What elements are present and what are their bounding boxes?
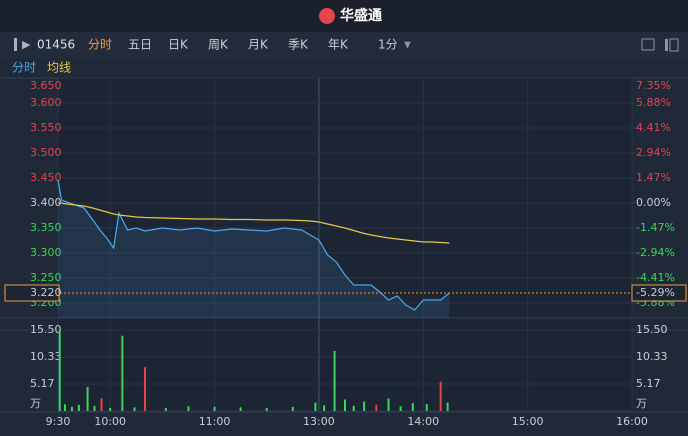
- volume-bar: [63, 404, 66, 411]
- period-tab[interactable]: 季K: [288, 38, 309, 52]
- y2-tick-label: 0.00%: [636, 196, 671, 209]
- x-tick-label: 10:00: [94, 415, 126, 428]
- collapse-icon[interactable]: [14, 38, 17, 51]
- period-tab[interactable]: 日K: [168, 38, 189, 52]
- volume-bar: [375, 404, 378, 411]
- last-change-label: -5.29%: [636, 286, 675, 299]
- volume-bar: [164, 407, 167, 411]
- toolbar: [0, 32, 688, 58]
- plot-bg: [58, 78, 632, 411]
- period-tab[interactable]: 分时: [88, 38, 112, 52]
- volume-tick-label: 万: [30, 397, 41, 410]
- panel-icon[interactable]: [665, 39, 668, 51]
- period-tab[interactable]: 月K: [248, 38, 269, 52]
- volume-bar: [323, 405, 326, 411]
- volume-bar: [100, 398, 103, 411]
- dropdown-arrow[interactable]: ▼: [404, 41, 411, 51]
- volume-bar: [213, 406, 216, 411]
- last-change-box: [631, 284, 687, 302]
- volume-bar: [333, 350, 336, 411]
- y2-tick-label: 2.94%: [636, 146, 671, 159]
- y2-tick-label: 5.88%: [636, 96, 671, 109]
- volume-bar: [411, 403, 414, 411]
- volume-tick-label: 15.50: [30, 323, 62, 336]
- x-tick-label: 9:30: [46, 415, 71, 428]
- volume-bar: [86, 386, 89, 411]
- y-tick-label: 3.300: [30, 246, 62, 259]
- volume-bar: [121, 335, 124, 411]
- y2-tick-label: -2.94%: [636, 246, 675, 259]
- volume-bar: [291, 406, 294, 411]
- price-area: [58, 180, 450, 318]
- brand: 华盛通: [340, 7, 382, 24]
- volume-bar: [70, 406, 73, 411]
- volume-bar: [58, 330, 61, 411]
- y-tick-label: 3.400: [30, 196, 62, 209]
- y2-tick-label: -1.47%: [636, 221, 675, 234]
- brand-logo: [319, 8, 335, 24]
- panel-icon-box[interactable]: [669, 38, 679, 52]
- volume-tick-label: 15.50: [636, 323, 668, 336]
- y2-tick-label: 1.47%: [636, 171, 671, 184]
- series-line: [58, 202, 450, 244]
- y2-tick-label: 7.35%: [636, 79, 671, 92]
- y-tick-label: 3.550: [30, 121, 62, 134]
- legend-bar: [0, 58, 688, 78]
- volume-bar: [239, 407, 242, 411]
- x-tick-label: 13:00: [303, 415, 335, 428]
- x-tick-label: 14:00: [407, 415, 439, 428]
- last-price-box: [4, 284, 60, 302]
- volume-bar: [344, 399, 346, 411]
- y-tick-label: 3.450: [30, 171, 62, 184]
- y-tick-label: 3.350: [30, 221, 62, 234]
- last-price-label: 3.220: [30, 286, 62, 299]
- volume-tick-label: 5.17: [30, 377, 55, 390]
- y-tick-label: 3.600: [30, 96, 62, 109]
- volume-bar: [133, 407, 136, 411]
- legend-item[interactable]: 分时: [12, 61, 36, 75]
- volume-bar: [352, 405, 355, 411]
- volume-bar: [93, 405, 96, 411]
- volume-bar: [143, 367, 146, 411]
- expand-icon[interactable]: [641, 38, 655, 51]
- series-line: [57, 179, 450, 311]
- volume-tick-label: 10.33: [636, 350, 668, 363]
- volume-bar: [399, 406, 402, 411]
- x-tick-label: 15:00: [512, 415, 544, 428]
- y-tick-label: 3.650: [30, 79, 62, 92]
- volume-bar: [187, 406, 190, 411]
- volume-bar: [314, 402, 317, 411]
- y2-tick-label: -4.41%: [636, 271, 675, 284]
- y-tick-label: 3.250: [30, 271, 62, 284]
- period-tab[interactable]: 周K: [208, 38, 229, 52]
- period-tab[interactable]: 五日: [128, 38, 152, 52]
- volume-bar: [265, 407, 268, 411]
- volume-bar: [109, 407, 112, 411]
- volume-bar: [446, 402, 449, 411]
- x-tick-label: 16:00: [616, 415, 648, 428]
- header-bar: [0, 0, 688, 32]
- interval[interactable]: 1分: [378, 38, 398, 52]
- y-tick-label: 3.500: [30, 146, 62, 159]
- x-tick-label: 11:00: [199, 415, 231, 428]
- y2-tick-label: 4.41%: [636, 121, 671, 134]
- volume-bar: [425, 404, 428, 411]
- volume-tick-label: 5.17: [636, 377, 661, 390]
- volume-bar: [439, 381, 442, 411]
- volume-tick-label: 10.33: [30, 350, 62, 363]
- volume-bar: [363, 401, 366, 411]
- volume-bar: [387, 398, 390, 411]
- legend-item[interactable]: 均线: [47, 61, 71, 75]
- period-tab[interactable]: 年K: [328, 38, 349, 52]
- collapse-arrow[interactable]: ▶: [22, 38, 31, 51]
- volume-bar: [77, 404, 80, 411]
- volume-tick-label: 万: [636, 397, 647, 410]
- stock-code: 01456: [37, 38, 75, 52]
